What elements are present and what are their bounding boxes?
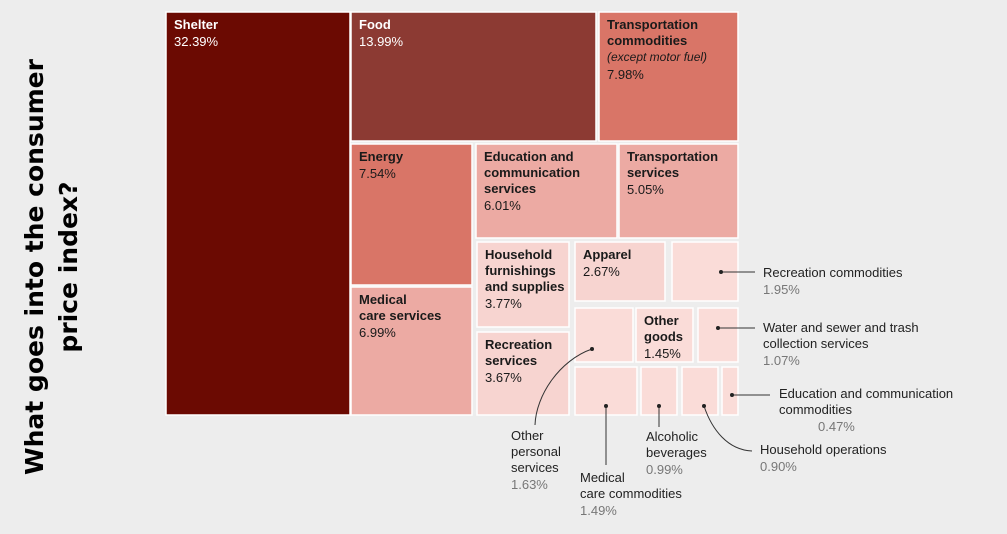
cell-other-personal-services [574, 307, 634, 363]
callout-value: 0.99% [646, 462, 683, 477]
cell-rect-household-operations [681, 366, 719, 416]
cell-rect-shelter [165, 11, 351, 416]
cell-label: communication [484, 165, 580, 180]
cell-rect-recreation-services [476, 331, 570, 416]
callout-label: commodities [779, 402, 852, 417]
cell-label: Household [485, 247, 552, 262]
cell-rect-transportation-services [618, 143, 739, 239]
callout-line [534, 348, 593, 426]
callout-household-operations: Household operations 0.90% [702, 404, 887, 474]
cell-label: goods [644, 329, 683, 344]
cell-food: Food 13.99% [350, 11, 597, 142]
callout-dot [719, 270, 723, 274]
cell-value: 2.67% [583, 264, 620, 279]
cell-label: Energy [359, 149, 404, 164]
callout-label: collection services [763, 336, 869, 351]
cell-label: Transportation [627, 149, 718, 164]
callout-label: Medical [580, 470, 625, 485]
cell-rect-energy [350, 143, 473, 286]
cell-rect-water-and-sewer-and-trash-collection-services [697, 307, 739, 363]
cell-energy: Energy 7.54% [350, 143, 473, 286]
callout-label: personal [511, 444, 561, 459]
cell-rect-medical-care-services [350, 286, 473, 416]
cell-label: Apparel [583, 247, 631, 262]
cell-rect-other-personal-services [574, 307, 634, 363]
callout-line [703, 405, 753, 452]
cell-value: 6.01% [484, 198, 521, 213]
cell-shelter: Shelter 32.39% [165, 11, 351, 416]
cell-value: 7.54% [359, 166, 396, 181]
callout-value: 1.07% [763, 353, 800, 368]
cell-note: (except motor fuel) [607, 50, 707, 64]
callout-dot [702, 404, 706, 408]
cell-rect-other-goods [635, 307, 694, 363]
cell-label: Education and [484, 149, 574, 164]
cell-value: 13.99% [359, 34, 404, 49]
cell-water-and-sewer-and-trash-collection-services [697, 307, 739, 363]
cell-label: Shelter [174, 17, 218, 32]
cell-household-operations [681, 366, 719, 416]
cell-value: 32.39% [174, 34, 219, 49]
cell-value: 6.99% [359, 325, 396, 340]
cell-label: furnishings [485, 263, 556, 278]
callout-dot [590, 347, 594, 351]
cell-rect-food [350, 11, 597, 142]
cell-value: 3.67% [485, 370, 522, 385]
cell-education-and-communication-commodities [721, 366, 739, 416]
cell-label: Other [644, 313, 679, 328]
callout-label: Recreation commodities [763, 265, 903, 280]
callout-value: 1.63% [511, 477, 548, 492]
callout-label: beverages [646, 445, 707, 460]
callout-label: Water and sewer and trash [763, 320, 919, 335]
cell-label: commodities [607, 33, 687, 48]
cell-rect-apparel [574, 241, 666, 302]
cell-label: services [627, 165, 679, 180]
cell-label: services [484, 181, 536, 196]
cell-value: 7.98% [607, 67, 644, 82]
callout-label: Education and communication [779, 386, 953, 401]
cell-value: 1.45% [644, 346, 681, 361]
callout-dot [604, 404, 608, 408]
callout-dot [657, 404, 661, 408]
cell-rect-household-furnishings-and-supplies [476, 241, 570, 328]
callout-dot [716, 326, 720, 330]
cell-label: Recreation [485, 337, 552, 352]
cell-value: 5.05% [627, 182, 664, 197]
cell-rect-transportation-commodities [598, 11, 739, 142]
callout-label: care commodities [580, 486, 682, 501]
cell-rect-education-and-communication-services [475, 143, 618, 239]
callout-value: 1.95% [763, 282, 800, 297]
callout-dot [730, 393, 734, 397]
callout-value: 0.47% [818, 419, 855, 434]
callout-value: 0.90% [760, 459, 797, 474]
cell-apparel: Apparel 2.67% [574, 241, 666, 302]
callout-label: services [511, 460, 559, 475]
callout-value: 1.49% [580, 503, 617, 518]
cell-label: and supplies [485, 279, 564, 294]
callout-recreation-commodities: Recreation commodities 1.95% [719, 265, 903, 297]
cell-label: care services [359, 308, 441, 323]
cell-label: services [485, 353, 537, 368]
cell-label: Medical [359, 292, 407, 307]
callout-label: Alcoholic [646, 429, 699, 444]
cell-label: Transportation [607, 17, 698, 32]
cell-rect-education-and-communication-commodities [721, 366, 739, 416]
cell-label: Food [359, 17, 391, 32]
callout-label: Other [511, 428, 544, 443]
cell-value: 3.77% [485, 296, 522, 311]
callout-label: Household operations [760, 442, 887, 457]
